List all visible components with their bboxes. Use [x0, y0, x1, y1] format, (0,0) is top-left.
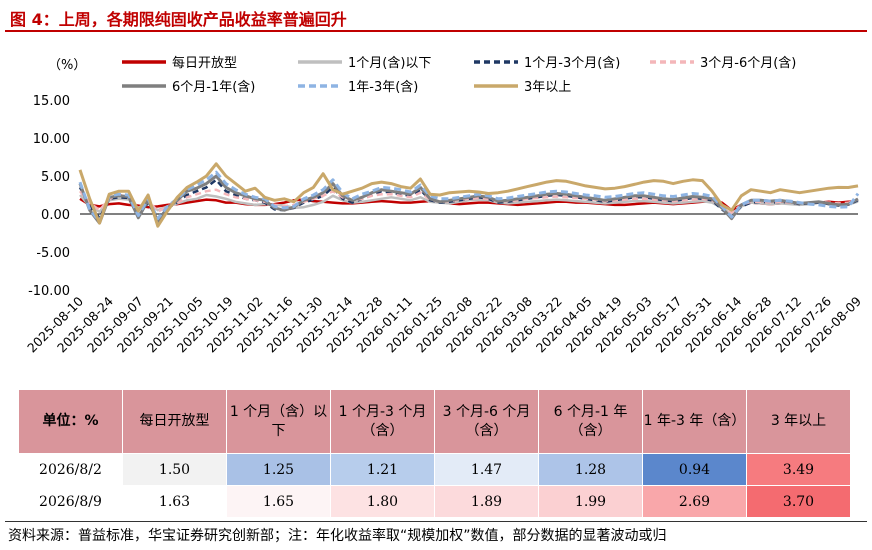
table-cell: 1.21 — [330, 453, 435, 486]
table-row: 2026/8/9 1.63 1.65 1.80 1.89 1.99 2.69 3.70 — [18, 485, 851, 518]
figure-title: 图 4：上周，各期限纯固收产品收益率普遍回升 — [10, 10, 347, 29]
table-row: 2026/8/2 1.50 1.25 1.21 1.47 1.28 0.94 3.49 — [18, 453, 851, 486]
table-cell: 1.99 — [538, 485, 643, 518]
table-header-cell: 1 个月（含）以下 — [226, 389, 331, 454]
footer-divider — [5, 521, 867, 522]
table-header-cell: 3 个月-6 个月（含） — [434, 389, 539, 454]
table-cell: 1.28 — [538, 453, 643, 486]
x-axis: 2025-08-102025-08-242025-09-072025-09-21… — [24, 213, 864, 355]
y-tick-label: -5.00 — [36, 246, 70, 261]
legend-label: 3个月-6个月(含) — [700, 55, 796, 71]
table-cell: 1.89 — [434, 485, 539, 518]
table-header-cell: 3 年以上 — [746, 389, 851, 454]
y-tick-label: 10.00 — [33, 132, 70, 147]
table-cell: 1.63 — [122, 485, 227, 518]
yield-table: 单位：% 每日开放型 1 个月（含）以下 1 个月-3 个月（含） 3 个月-6 个月（… — [18, 389, 851, 518]
legend-label: 3年以上 — [524, 80, 571, 95]
line-chart: 每日开放型 1个月(含)以下 1个月-3个月(含) 3个月-6个月(含) 6个月-1年(… — [24, 55, 864, 355]
series-line-3 — [79, 188, 859, 214]
table-cell: 1.50 — [122, 453, 227, 486]
row-date: 2026/8/2 — [18, 453, 123, 486]
legend-label: 每日开放型 — [172, 55, 237, 71]
y-axis: 15.00 10.00 5.00 0.00 -5.00 -10.00 — [28, 94, 70, 299]
table-cell: 0.94 — [642, 453, 747, 486]
table-cell: 1.65 — [226, 485, 331, 518]
table-cell: 2.69 — [642, 485, 747, 518]
series-line-1 — [79, 193, 859, 216]
table-header: 单位：% 每日开放型 1 个月（含）以下 1 个月-3 个月（含） 3 个月-6 个月（… — [18, 389, 851, 454]
table-header-cell: 1 年-3 年（含） — [642, 389, 747, 454]
table-cell: 1.80 — [330, 485, 435, 518]
source-note: 资料来源：普益标准，华宝证券研究创新部；注：年化收益率取“规模加权”数值，部分数… — [8, 528, 667, 544]
table-header-cell: 1 个月-3 个月（含） — [330, 389, 435, 454]
table-cell: 3.49 — [746, 453, 851, 486]
title-divider — [5, 30, 867, 32]
table-header-cell: 单位：% — [18, 389, 123, 454]
series-lines — [78, 162, 860, 228]
series-line-6 — [78, 162, 859, 228]
legend-label: 1个月(含)以下 — [348, 55, 431, 71]
y-tick-label: 5.00 — [41, 170, 70, 185]
legend-label: 6个月-1年(含) — [172, 79, 255, 95]
y-tick-label: -10.00 — [28, 284, 70, 299]
y-axis-label: （%） — [48, 58, 86, 73]
series-line-5 — [78, 170, 860, 224]
table-header-cell: 每日开放型 — [122, 389, 227, 454]
y-tick-label: 0.00 — [41, 208, 70, 223]
legend-label: 1年-3年(含) — [348, 79, 418, 95]
table-header-cell: 6 个月-1 年（含） — [538, 389, 643, 454]
table-cell: 1.25 — [226, 453, 331, 486]
table-cell: 1.47 — [434, 453, 539, 486]
row-date: 2026/8/9 — [18, 485, 123, 518]
table-cell: 3.70 — [746, 485, 851, 518]
y-tick-label: 15.00 — [33, 94, 70, 109]
chart-legend: 每日开放型 1个月(含)以下 1个月-3个月(含) 3个月-6个月(含) 6个月-1年(… — [122, 55, 796, 95]
legend-label: 1个月-3个月(含) — [524, 55, 620, 71]
